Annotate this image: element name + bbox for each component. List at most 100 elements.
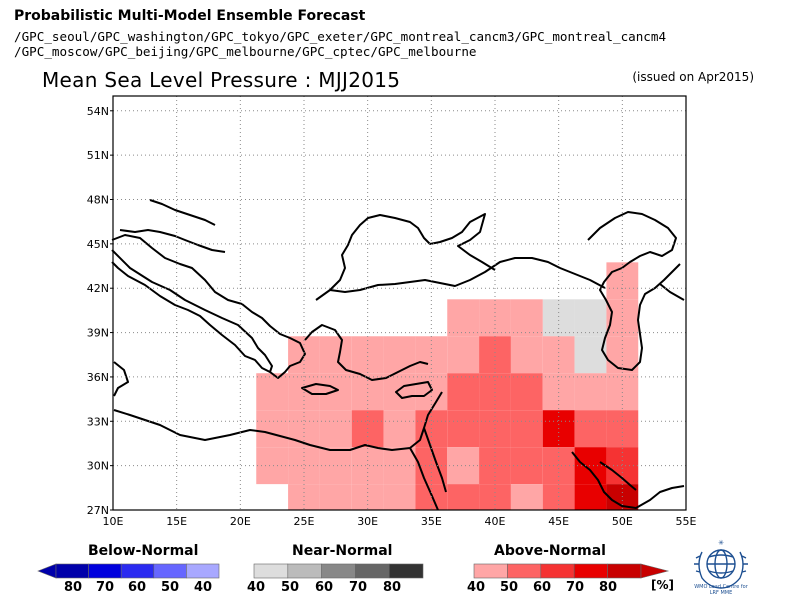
legend-below-label: 60 <box>127 580 147 595</box>
legend-near-label: 50 <box>280 580 300 595</box>
legend-above-swatch <box>473 563 508 579</box>
probability-cell <box>383 410 416 448</box>
legend-below-swatch <box>55 563 89 579</box>
model-list-line-1: /GPC_seoul/GPC_washington/GPC_tokyo/GPC_… <box>14 29 667 44</box>
longitude-label: 45E <box>548 515 569 528</box>
probability-cell <box>447 336 480 374</box>
latitude-label: 39N <box>87 327 109 340</box>
probability-cell <box>574 373 607 411</box>
legend-unit: [%] <box>651 578 674 592</box>
legend-near-label: 40 <box>246 580 266 595</box>
probability-cell <box>574 410 607 448</box>
legend-above-label: 40 <box>466 580 486 595</box>
legend-above-swatch <box>573 563 608 579</box>
probability-cell <box>447 299 480 337</box>
legend-near-label: 70 <box>348 580 368 595</box>
latitude-label: 48N <box>87 194 109 207</box>
legend-below-swatch <box>153 563 187 579</box>
latitude-label: 27N <box>87 504 109 517</box>
probability-cell <box>383 336 416 374</box>
legend-below-title: Below-Normal <box>88 543 199 559</box>
longitude-label: 10E <box>103 515 124 528</box>
legend-below-label: 50 <box>160 580 180 595</box>
map-frame <box>112 95 687 511</box>
probability-cell <box>351 336 384 374</box>
longitude-label: 20E <box>230 515 251 528</box>
legend-near-title: Near-Normal <box>292 543 393 559</box>
legend-below-swatch <box>186 563 220 579</box>
latitude-label: 54N <box>87 105 109 118</box>
probability-cell <box>479 336 511 374</box>
latitude-label: 42N <box>87 282 109 295</box>
legend-near-swatch <box>287 563 322 579</box>
longitude-label: 25E <box>294 515 315 528</box>
legend-above-label: 60 <box>532 580 552 595</box>
latitude-label: 30N <box>87 460 109 473</box>
probability-cell <box>447 484 480 510</box>
legend-below-label: 80 <box>63 580 83 595</box>
legend-near-swatch <box>253 563 289 579</box>
longitude-label: 40E <box>485 515 506 528</box>
legend-above-swatch <box>607 563 642 579</box>
latitude-labels: 27N 30N 33N 36N 39N 42N 45N 48N 51N 54N <box>87 105 113 517</box>
probability-cell <box>383 373 416 411</box>
probability-cell <box>415 336 448 374</box>
svg-text:✳: ✳ <box>718 539 724 547</box>
legend-above-label: 50 <box>499 580 519 595</box>
legend-above-label: 70 <box>565 580 585 595</box>
probability-cell <box>510 484 543 510</box>
probability-cell <box>256 373 289 411</box>
legend-below-swatch <box>120 563 155 579</box>
legend-above-swatch <box>507 563 542 579</box>
legend-above-swatch <box>540 563 575 579</box>
forecast-title: Probabilistic Multi-Model Ensemble Forec… <box>14 8 366 24</box>
probability-cell <box>510 336 543 374</box>
longitude-label: 30E <box>357 515 378 528</box>
probability-cell <box>574 299 607 337</box>
latitude-label: 51N <box>87 149 109 162</box>
probability-cell <box>479 299 511 337</box>
map-title: Mean Sea Level Pressure : MJJ2015 <box>42 68 401 92</box>
legend-near-swatch <box>321 563 356 579</box>
longitude-label: 55E <box>676 515 697 528</box>
logo-caption-line-2: LRF MME <box>709 590 733 596</box>
probability-cell <box>383 447 416 485</box>
probability-cell <box>383 484 416 510</box>
legend-below-label: 40 <box>193 580 213 595</box>
probability-cell <box>510 299 543 337</box>
probability-cell <box>510 410 543 448</box>
legend-below-label: 70 <box>95 580 115 595</box>
legend-below-swatch <box>88 563 122 579</box>
probability-cell <box>542 336 575 374</box>
longitude-label: 15E <box>166 515 187 528</box>
probability-cell <box>447 410 480 448</box>
probability-cell <box>447 373 480 411</box>
probability-cell <box>319 484 352 510</box>
longitude-label: 50E <box>612 515 633 528</box>
wmo-logo-icon: ✳ <box>694 539 748 589</box>
model-list-line-2: /GPC_moscow/GPC_beijing/GPC_melbourne/GP… <box>14 44 477 59</box>
legend-near-swatch <box>388 563 424 579</box>
legend-near-swatch <box>355 563 390 579</box>
probability-cell <box>510 373 543 411</box>
latitude-label: 45N <box>87 238 109 251</box>
legend-near-label: 60 <box>314 580 334 595</box>
legend-above-arrow <box>640 563 670 579</box>
probability-cell <box>319 336 352 374</box>
legend-below-arrow <box>37 563 57 579</box>
logo-caption-line-1: WMO Lead Centre for <box>694 584 748 590</box>
probability-cell <box>574 336 607 374</box>
probability-cell <box>256 410 289 448</box>
latitude-label: 33N <box>87 415 109 428</box>
coastlines <box>111 199 685 511</box>
legend-above-label: 80 <box>598 580 618 595</box>
probability-cell <box>606 336 639 374</box>
logo-caption: WMO Lead Centre for LRF MME <box>688 584 754 596</box>
longitude-labels: 10E 15E 20E 25E 30E 35E 40E 45E 50E 55E <box>103 515 697 528</box>
longitude-label: 35E <box>421 515 442 528</box>
probability-cell <box>542 299 575 337</box>
legend-near-label: 80 <box>382 580 402 595</box>
probability-cell <box>319 410 352 448</box>
